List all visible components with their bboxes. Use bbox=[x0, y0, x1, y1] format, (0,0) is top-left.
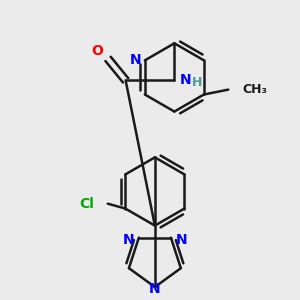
Text: N: N bbox=[122, 232, 134, 247]
Text: N: N bbox=[149, 282, 161, 296]
Text: Cl: Cl bbox=[79, 197, 94, 211]
Text: N: N bbox=[180, 74, 192, 87]
Text: N: N bbox=[129, 53, 141, 68]
Text: O: O bbox=[91, 44, 103, 58]
Text: N: N bbox=[176, 232, 188, 247]
Text: CH₃: CH₃ bbox=[242, 83, 267, 96]
Text: H: H bbox=[192, 76, 202, 89]
